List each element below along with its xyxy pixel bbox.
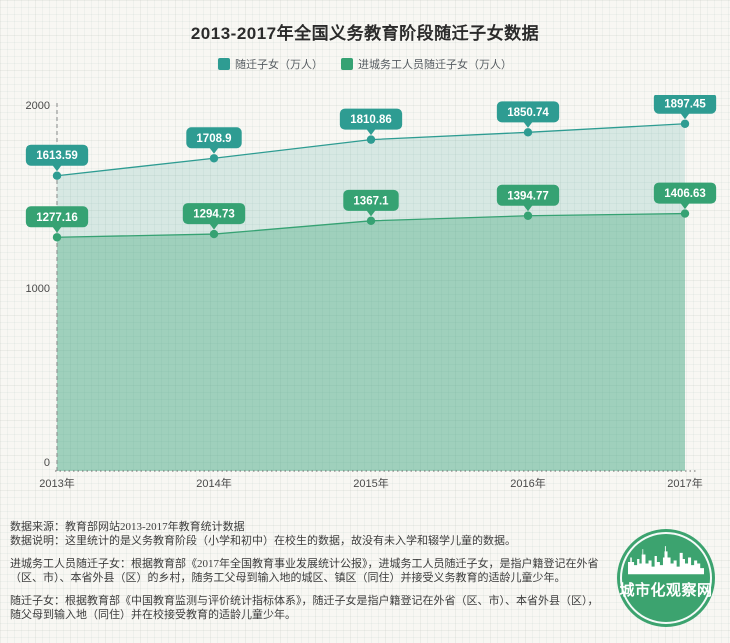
y-axis-tick-label: 2000 (26, 100, 50, 112)
data-label-tooltip: 1406.63 (653, 182, 717, 210)
area-chart-canvas[interactable]: 0 1000 2000 2013年 2014年 2015年 2016年 2017年 1613.5… (0, 95, 730, 505)
svg-text:1708.9: 1708.9 (196, 133, 231, 145)
chart-legend: 随迁子女（万人） 进城务工人员随迁子女（万人） (0, 56, 730, 72)
site-logo: 城市化观察网 (617, 529, 715, 627)
data-label-tooltip: 1277.16 (25, 206, 89, 233)
x-axis-tick-label: 2015年 (353, 476, 388, 490)
data-label-tooltip: 1613.59 (25, 144, 89, 172)
y-axis-tick-label: 1000 (26, 283, 50, 295)
data-label-tooltip: 1810.86 (339, 108, 403, 136)
data-description-note: 数据说明：这里统计的是义务教育阶段（小学和初中）在校生的数据，故没有未入学和辍学… (10, 535, 516, 548)
svg-text:1897.45: 1897.45 (664, 98, 706, 110)
x-axis-tick-label: 2017年 (667, 476, 702, 490)
svg-text:1613.59: 1613.59 (36, 150, 78, 162)
svg-text:1277.16: 1277.16 (36, 212, 78, 224)
data-label-tooltip: 1708.9 (186, 127, 242, 154)
page-title: 2013-2017年全国义务教育阶段随迁子女数据 (190, 24, 540, 43)
svg-text:1294.73: 1294.73 (193, 209, 235, 221)
data-label-tooltip: 1394.77 (496, 184, 560, 212)
data-point[interactable] (366, 216, 376, 226)
legend-label: 随迁子女（万人） (235, 59, 323, 71)
legend-label: 进城务工人员随迁子女（万人） (358, 59, 512, 71)
legend-item-jincheng[interactable]: 进城务工人员随迁子女（万人） (341, 56, 512, 72)
legend-swatch-icon (341, 58, 353, 70)
data-label-tooltip: 1294.73 (182, 203, 246, 230)
footer-notes: 数据来源：教育部网站2013-2017年教育统计数据 数据说明：这里统计的是义务… (10, 520, 600, 622)
data-label-tooltip: 1367.1 (343, 189, 399, 217)
city-skyline-icon (628, 546, 704, 575)
data-point[interactable] (52, 233, 62, 242)
svg-text:1810.86: 1810.86 (350, 114, 392, 126)
logo-text: 城市化观察网 (619, 582, 713, 599)
x-axis-tick-label: 2016年 (510, 476, 545, 490)
data-point[interactable] (209, 229, 219, 239)
definition-jincheng-note: 进城务工人员随迁子女：根据教育部《2017年全国教育事业发展统计公报》，进城务工… (10, 558, 599, 585)
data-source-note: 数据来源：教育部网站2013-2017年教育统计数据 (10, 521, 245, 533)
data-point[interactable] (209, 154, 219, 163)
y-axis-tick-label: 0 (44, 457, 50, 469)
legend-item-suiqian[interactable]: 随迁子女（万人） (218, 56, 323, 72)
data-point[interactable] (366, 135, 376, 144)
data-point[interactable] (523, 211, 533, 220)
svg-text:1406.63: 1406.63 (664, 188, 706, 200)
x-axis-tick-label: 2013年 (39, 476, 74, 490)
data-point[interactable] (680, 209, 690, 218)
legend-swatch-icon (218, 58, 230, 70)
data-point[interactable] (52, 171, 62, 180)
svg-text:1367.1: 1367.1 (353, 195, 389, 207)
data-point[interactable] (523, 128, 533, 137)
data-label-tooltip: 1897.45 (653, 95, 717, 120)
data-label-tooltip: 1850.74 (496, 101, 560, 128)
definition-suiqian-note: 随迁子女：根据教育部《中国教育监测与评价统计指标体系》，随迁子女是指户籍登记在外… (10, 595, 599, 622)
logo-ring (620, 532, 712, 624)
x-axis-tick-label: 2014年 (196, 476, 231, 490)
svg-text:1394.77: 1394.77 (507, 190, 549, 202)
area-fill (57, 213, 685, 471)
data-point[interactable] (680, 119, 690, 128)
svg-text:1850.74: 1850.74 (507, 107, 549, 119)
